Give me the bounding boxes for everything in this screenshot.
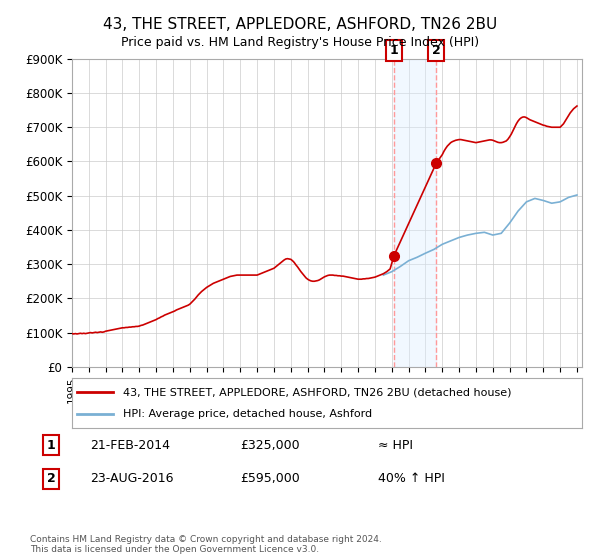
- Text: 1: 1: [47, 438, 55, 452]
- Text: HPI: Average price, detached house, Ashford: HPI: Average price, detached house, Ashf…: [123, 409, 372, 419]
- Text: ≈ HPI: ≈ HPI: [378, 438, 413, 452]
- Text: 2: 2: [47, 472, 55, 486]
- Text: 43, THE STREET, APPLEDORE, ASHFORD, TN26 2BU (detached house): 43, THE STREET, APPLEDORE, ASHFORD, TN26…: [123, 387, 511, 397]
- Text: Contains HM Land Registry data © Crown copyright and database right 2024.
This d: Contains HM Land Registry data © Crown c…: [30, 535, 382, 554]
- Text: £325,000: £325,000: [240, 438, 299, 452]
- Text: 1: 1: [389, 44, 398, 57]
- Text: 43, THE STREET, APPLEDORE, ASHFORD, TN26 2BU: 43, THE STREET, APPLEDORE, ASHFORD, TN26…: [103, 17, 497, 32]
- Text: Price paid vs. HM Land Registry's House Price Index (HPI): Price paid vs. HM Land Registry's House …: [121, 36, 479, 49]
- Text: 40% ↑ HPI: 40% ↑ HPI: [378, 472, 445, 486]
- Bar: [394, 59, 436, 367]
- Text: 23-AUG-2016: 23-AUG-2016: [90, 472, 173, 486]
- Text: 21-FEB-2014: 21-FEB-2014: [90, 438, 170, 452]
- Text: 2: 2: [432, 44, 440, 57]
- Text: £595,000: £595,000: [240, 472, 300, 486]
